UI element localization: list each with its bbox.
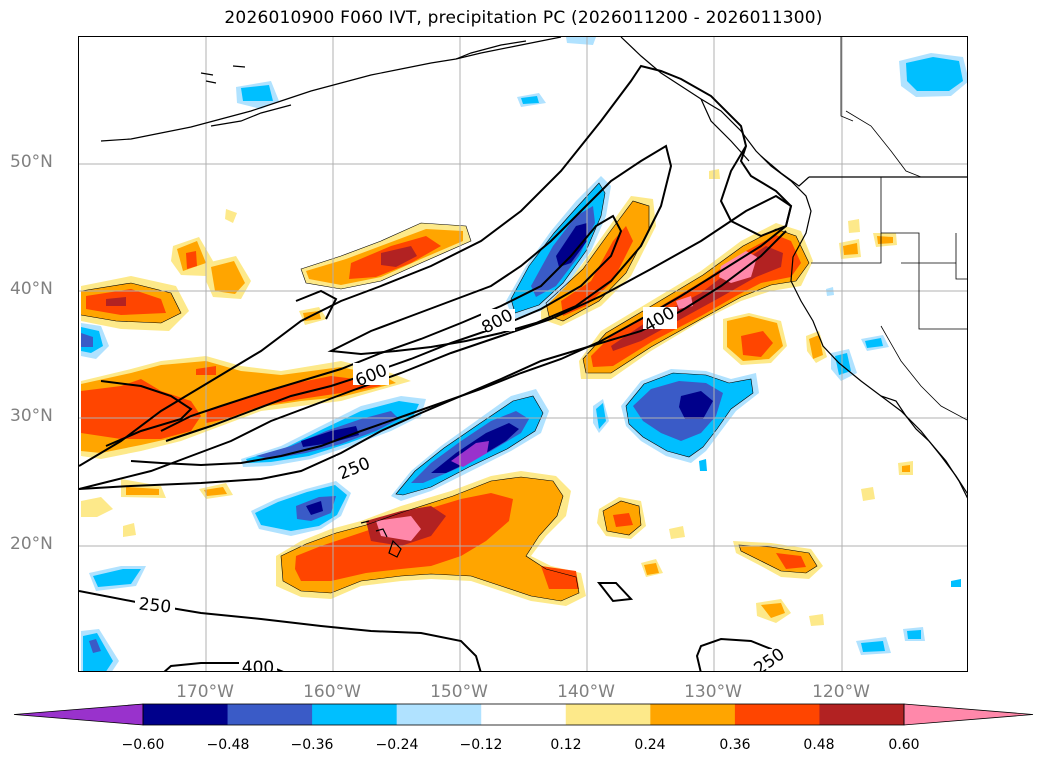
aleutian-coast: [100, 37, 562, 142]
colorbar-segment: [227, 704, 313, 725]
colorbar-segment: [734, 704, 820, 725]
colorbar-tick: −0.36: [290, 737, 334, 753]
lon-label-140w: 140°W: [557, 682, 615, 702]
map-plot: 800 600 400 250 250 400 250: [79, 37, 967, 672]
precip-outlines: [80, 182, 818, 602]
hawaii-islands: [360, 520, 402, 558]
colorbar-segment: [819, 704, 905, 725]
lat-label-40n: 40°N: [10, 279, 53, 299]
precip-patch: [225, 209, 237, 223]
precip-patch: [123, 523, 136, 537]
positive-precip-fills: [81, 169, 913, 626]
contour-labels: 800 600 400 250 250 400 250: [135, 303, 789, 672]
precip-patch: [761, 603, 785, 618]
colorbar-segment: [565, 704, 651, 725]
lat-label-20n: 20°N: [10, 534, 53, 554]
lat-label-50n: 50°N: [10, 152, 53, 172]
precip-patch: [81, 333, 93, 347]
colorbar-tick: 0.12: [550, 737, 582, 753]
colorbar-tick: −0.60: [121, 737, 165, 753]
colorbar-tick: −0.48: [206, 737, 250, 753]
precip-patch: [613, 513, 633, 527]
colorbar-tick: 0.24: [634, 737, 666, 753]
colorbar-segment: [396, 704, 482, 725]
graticule: [79, 37, 967, 671]
coastlines: [100, 37, 967, 558]
precip-patch: [699, 459, 707, 471]
precip-patch: [907, 630, 921, 639]
precip-patch: [865, 338, 883, 348]
precip-patch: [241, 85, 273, 101]
colorbar: [13, 703, 1034, 726]
precip-patch: [719, 251, 757, 283]
lat-label-30n: 30°N: [10, 406, 53, 426]
precip-patch: [126, 487, 159, 495]
precip-patch: [861, 641, 885, 652]
lon-label-150w: 150°W: [430, 682, 488, 702]
precip-patch: [306, 501, 323, 515]
precip-patch: [906, 57, 963, 91]
colorbar-tick: −0.24: [375, 737, 419, 753]
baja-coast: [880, 395, 967, 499]
contour-label-250-b: 250: [138, 594, 172, 617]
precip-patch: [902, 465, 910, 472]
precip-patch: [848, 219, 860, 233]
colorbar-tick: 0.60: [888, 737, 920, 753]
colorbar-tick: 0.36: [719, 737, 751, 753]
precip-patch: [521, 96, 539, 104]
precip-patch: [556, 223, 587, 267]
contour-label-400-b: 400: [242, 658, 274, 672]
precip-patch: [376, 516, 421, 541]
map-title: 2026010900 F060 IVT, precipitation PC (2…: [224, 8, 823, 28]
precip-patch: [877, 236, 893, 244]
bc-coast: [620, 37, 967, 495]
colorbar-tick: 0.48: [803, 737, 835, 753]
precip-patch: [679, 391, 713, 419]
precip-patch: [596, 403, 606, 429]
lon-label-120w: 120°W: [812, 682, 870, 702]
precip-patch: [89, 639, 101, 653]
precip-patch: [541, 566, 579, 589]
precip-patch: [741, 331, 773, 357]
colorbar-segment: [650, 704, 736, 725]
map-area: 800 600 400 250 250 400 250: [78, 36, 968, 672]
ivt-contour-west: [100, 380, 193, 447]
colorbar-segment: [143, 704, 229, 725]
precip-patch: [566, 37, 596, 45]
lon-label-130w: 130°W: [684, 682, 742, 702]
precip-patch: [211, 261, 245, 294]
lon-label-170w: 170°W: [176, 682, 234, 702]
colorbar-segment: [481, 704, 567, 725]
precip-patch: [809, 614, 824, 626]
precip-patch: [776, 553, 806, 569]
precip-patch: [381, 246, 417, 267]
precip-patch: [809, 335, 823, 359]
state-borders: [880, 177, 967, 330]
precip-patch: [206, 376, 381, 423]
lon-label-160w: 160°W: [303, 682, 361, 702]
colorbar-segment: [312, 704, 398, 725]
precip-patch: [951, 579, 961, 587]
precip-patch: [186, 251, 197, 269]
colorbar-tick: −0.12: [459, 737, 503, 753]
precip-patch: [669, 526, 685, 539]
negative-precip-fills: [81, 37, 967, 671]
precip-patch: [644, 563, 659, 575]
precip-patch: [861, 487, 875, 501]
precip-patch: [81, 379, 201, 439]
precip-patch: [81, 497, 113, 517]
colorbar-low-extend: [13, 703, 144, 726]
precip-patch: [93, 569, 141, 587]
precip-patch: [843, 243, 858, 255]
ivt-contour-600: [160, 214, 623, 442]
ivt-contour-400: [79, 194, 793, 490]
precip-patch: [301, 426, 359, 447]
ivt-contour-800: [327, 144, 673, 356]
precip-patch: [106, 297, 126, 306]
precip-patch: [204, 487, 227, 496]
colorbar-high-extend: [903, 703, 1034, 726]
